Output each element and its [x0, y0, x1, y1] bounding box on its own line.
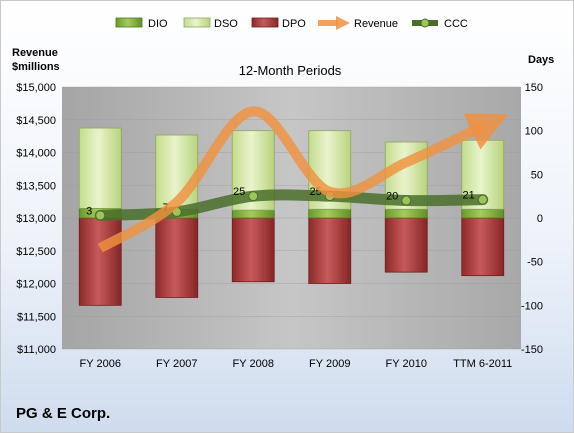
- bar-dpo: [308, 217, 352, 284]
- data-label-ccc: 21: [463, 190, 475, 202]
- legend-label-dpo: DPO: [282, 18, 306, 30]
- y-left-tick-label: $14,000: [16, 148, 56, 160]
- legend-swatch-dpo: [251, 17, 279, 28]
- y-left-tick-label: $14,500: [16, 115, 56, 127]
- legend-label-dio: DIO: [148, 18, 168, 30]
- series-line-revenue: [97, 106, 509, 253]
- y-right-tick-label: 50: [531, 169, 543, 181]
- bar-dpo: [78, 217, 122, 306]
- bar-dpo: [461, 217, 505, 277]
- data-label-ccc: 25: [233, 186, 245, 198]
- x-tick-label: FY 2010: [386, 358, 427, 370]
- bar-dio: [231, 209, 275, 219]
- point-ccc: [401, 195, 412, 206]
- x-tick-label: FY 2006: [80, 358, 121, 370]
- y-left-tick-label: $11,000: [17, 344, 56, 356]
- legend-label-ccc: CCC: [444, 18, 468, 30]
- y-right-tick-label: -150: [521, 344, 543, 356]
- legend: DIO DSO DPO Revenue CCC: [115, 16, 468, 30]
- y-right-tick-label: 0: [537, 213, 543, 225]
- y-left-tick-label: $11,500: [17, 311, 56, 323]
- y-left-tick-label: $13,000: [16, 213, 56, 225]
- y-left-label-line2: $millions: [12, 61, 60, 73]
- bar-dio: [461, 208, 505, 219]
- y-right-tick-label: 100: [525, 126, 543, 138]
- y-right-label: Days: [528, 54, 554, 66]
- y-left-tick-label: $12,500: [16, 246, 56, 258]
- legend-swatch-dso: [183, 17, 211, 28]
- legend-label-dso: DSO: [214, 18, 238, 30]
- x-tick-label: FY 2007: [156, 358, 197, 370]
- x-tick-label: FY 2008: [233, 358, 274, 370]
- data-label-ccc: 20: [386, 191, 398, 203]
- y-left-tick-label: $12,000: [16, 279, 56, 291]
- point-ccc: [248, 191, 259, 202]
- bar-dio: [308, 208, 352, 219]
- bar-dio: [384, 208, 428, 219]
- bar-dpo: [231, 217, 275, 283]
- bar-dpo: [155, 217, 199, 298]
- bar-dso: [78, 127, 122, 209]
- legend-label-revenue: Revenue: [354, 18, 398, 30]
- point-ccc: [95, 210, 106, 221]
- y-right-tick-label: -100: [521, 300, 543, 312]
- x-tick-label: FY 2009: [309, 358, 350, 370]
- chart-title: 12-Month Periods: [239, 63, 342, 78]
- point-ccc: [477, 194, 488, 205]
- company-name: PG & E Corp.: [16, 405, 110, 422]
- y-left-tick-label: $13,500: [16, 180, 56, 192]
- bar-dpo: [384, 217, 428, 273]
- data-label-ccc: 3: [86, 205, 92, 217]
- legend-swatch-revenue: [318, 16, 350, 30]
- y-right-tick-label: -50: [527, 257, 543, 269]
- legend-swatch-dio: [115, 17, 143, 28]
- y-right-tick-label: 150: [525, 82, 543, 94]
- legend-swatch-ccc: [412, 18, 438, 28]
- x-tick-label: TTM 6-2011: [453, 358, 512, 370]
- y-left-tick-label: $15,000: [16, 82, 56, 94]
- y-left-label-line1: Revenue: [12, 47, 58, 59]
